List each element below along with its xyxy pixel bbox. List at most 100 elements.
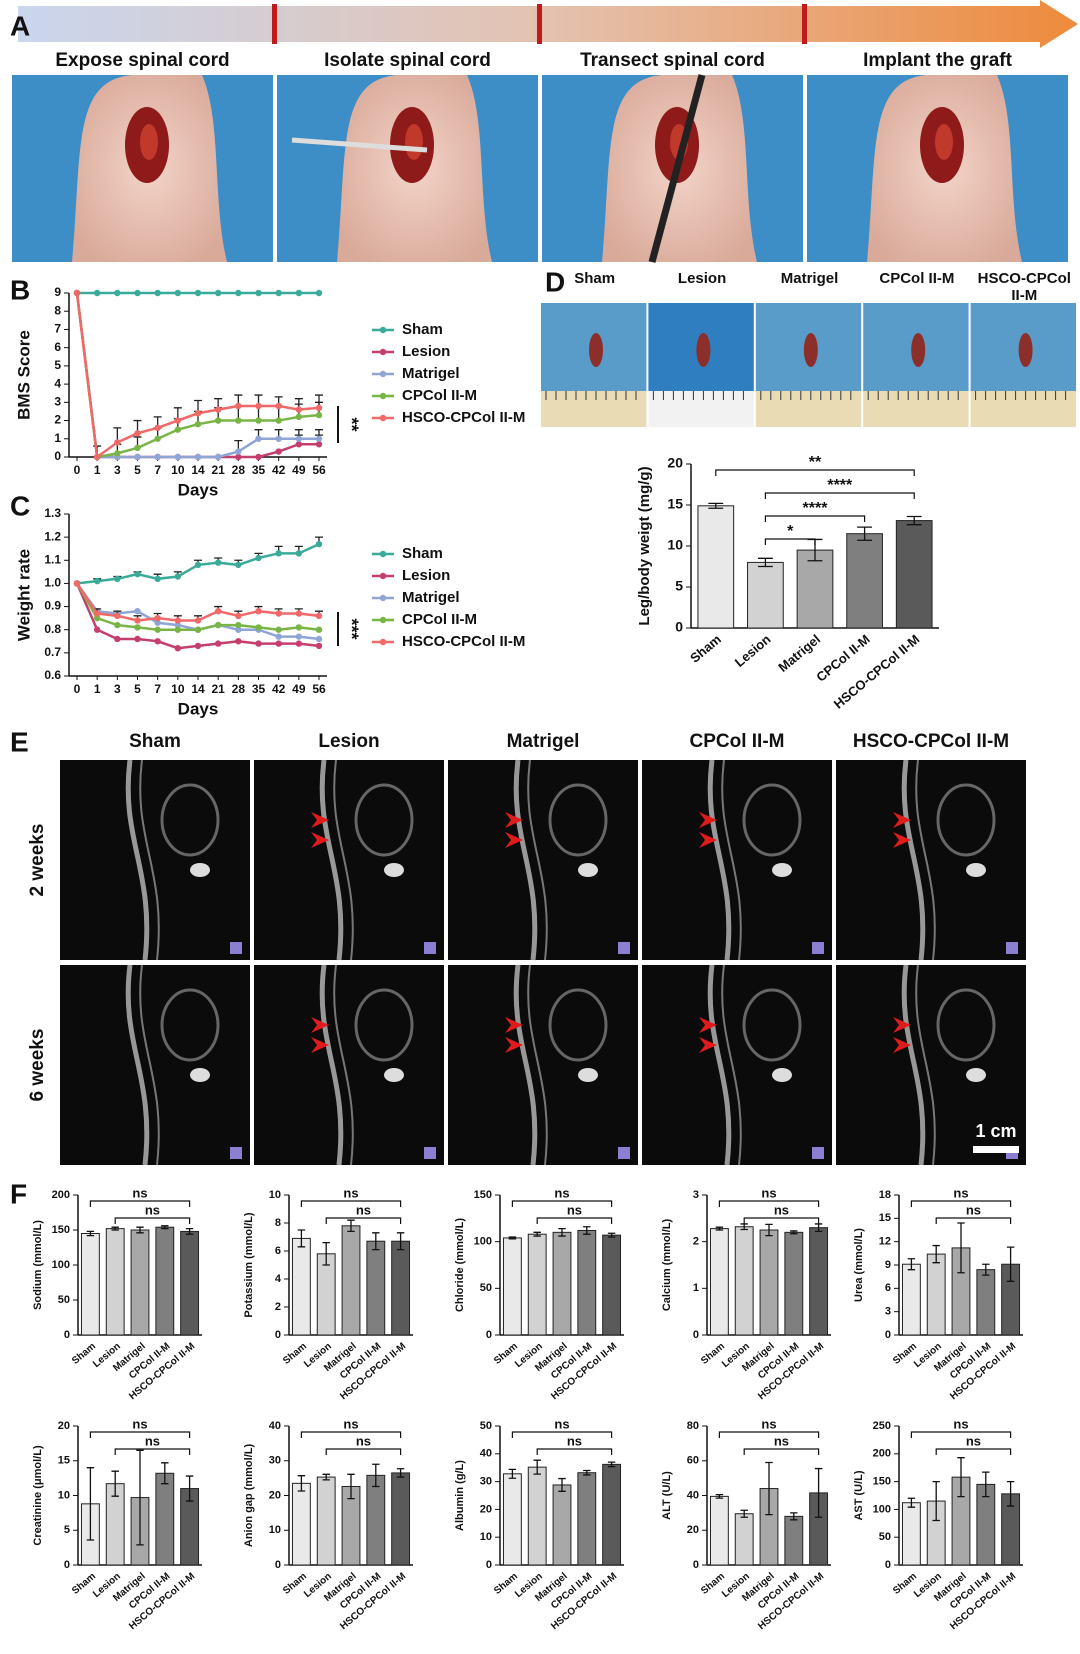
data-point — [154, 619, 161, 626]
error-bar — [508, 1236, 517, 1240]
bar — [527, 1233, 547, 1336]
data-point — [194, 561, 202, 569]
lesion-arrowhead — [893, 1037, 911, 1053]
mri-spine — [319, 964, 344, 1166]
data-point — [214, 640, 222, 647]
mri-scale-marker — [618, 942, 630, 954]
data-point — [114, 450, 121, 457]
data-point — [295, 289, 303, 297]
gross-photo-limb — [803, 333, 818, 367]
error-bar — [372, 1232, 380, 1251]
mri-column-label: Lesion — [318, 731, 379, 752]
error-bar — [86, 1467, 95, 1541]
data-point — [275, 435, 282, 442]
photo-wound-core — [140, 124, 158, 160]
data-point — [235, 402, 242, 410]
data-point — [154, 424, 161, 432]
data-point — [214, 289, 222, 297]
step-divider — [802, 4, 807, 44]
y-tick-label: 10 — [269, 1524, 281, 1536]
significance-bracket — [300, 1200, 402, 1207]
gross-photo-limb — [589, 333, 603, 367]
significance-bracket — [764, 492, 915, 499]
significance-bracket — [114, 1448, 191, 1455]
mri-organ — [548, 783, 608, 857]
data-point — [315, 289, 323, 297]
y-axis-label: Urea (mmol/L) — [853, 1228, 865, 1302]
significance-label: ns — [132, 1185, 147, 1200]
significance-label: ns — [966, 1433, 981, 1448]
y-tick-label: 6 — [275, 1245, 281, 1257]
data-point — [174, 573, 182, 580]
photo-scissors — [648, 74, 706, 263]
significance-bracket — [935, 1217, 1012, 1224]
significance-label: ns — [567, 1202, 582, 1217]
data-point — [174, 417, 182, 424]
gross-photo-limb — [1018, 333, 1033, 367]
error-bar — [161, 1462, 169, 1485]
data-point — [315, 612, 323, 620]
data-point — [255, 640, 262, 647]
data-point — [214, 417, 222, 424]
y-axis-label: AST (U/L) — [853, 1470, 865, 1520]
legend-label: Matrigel — [402, 365, 460, 382]
data-point — [154, 435, 161, 442]
error-bar — [740, 1509, 748, 1518]
mri-organ — [742, 783, 802, 857]
data-point — [214, 559, 222, 566]
x-tick-label: 42 — [272, 682, 286, 696]
error-bar — [297, 1475, 306, 1492]
significance-bracket — [536, 1217, 613, 1224]
significance-bracket — [114, 1217, 191, 1224]
data-point — [255, 289, 262, 297]
y-tick-label: 0 — [64, 1329, 70, 1341]
legend-marker — [379, 572, 387, 580]
mri-scale-marker — [424, 1147, 436, 1159]
mri-spine — [125, 964, 150, 1166]
bar — [316, 1476, 336, 1566]
significance-label: ** — [809, 454, 822, 471]
data-point — [275, 448, 282, 455]
x-tick-label: 56 — [312, 463, 326, 477]
y-axis-label: Potassium (mmol/L) — [243, 1212, 255, 1317]
y-tick-label: 0 — [675, 619, 683, 635]
lesion-arrowhead — [311, 1017, 329, 1033]
mri-organ — [160, 988, 220, 1062]
error-bar — [708, 502, 724, 509]
data-point — [154, 453, 161, 461]
data-point — [255, 417, 262, 424]
step-label: Expose spinal cord — [55, 50, 229, 71]
gross-photo-limb — [911, 333, 926, 367]
significance-label: ns — [953, 1416, 968, 1431]
panel-label: B — [10, 274, 30, 305]
x-tick-label: 7 — [154, 682, 161, 696]
bar — [577, 1229, 597, 1336]
significance-bracket — [511, 1200, 613, 1207]
panel-label: F — [10, 1178, 27, 1209]
mri-scale-marker — [424, 942, 436, 954]
significance-bracket — [536, 1448, 613, 1455]
y-tick-label: 250 — [873, 1420, 891, 1432]
data-point — [315, 635, 323, 643]
x-tick-label: 21 — [211, 463, 225, 477]
mri-organ — [772, 863, 792, 877]
y-axis-label: BMS Score — [14, 330, 33, 420]
bar — [796, 549, 834, 629]
y-tick-label: 20 — [687, 1524, 699, 1536]
y-axis-label: Chloride (mmol/L) — [454, 1218, 466, 1312]
y-tick-label: 40 — [687, 1489, 699, 1501]
significance-bracket — [89, 1200, 191, 1207]
legend-label: CPCol II-M — [402, 387, 477, 404]
legend-marker — [379, 348, 387, 356]
data-point — [154, 626, 161, 633]
legend-label: CPCol II-M — [402, 611, 477, 628]
lesion-arrowhead — [311, 1037, 329, 1053]
data-point — [235, 561, 242, 569]
significance-label: ns — [774, 1433, 789, 1448]
bar — [291, 1482, 311, 1566]
legend-marker — [379, 616, 387, 624]
mri-organ — [742, 988, 802, 1062]
photo-forceps — [291, 137, 428, 153]
x-tick-label: 35 — [252, 463, 266, 477]
significance-label: ns — [761, 1416, 776, 1431]
